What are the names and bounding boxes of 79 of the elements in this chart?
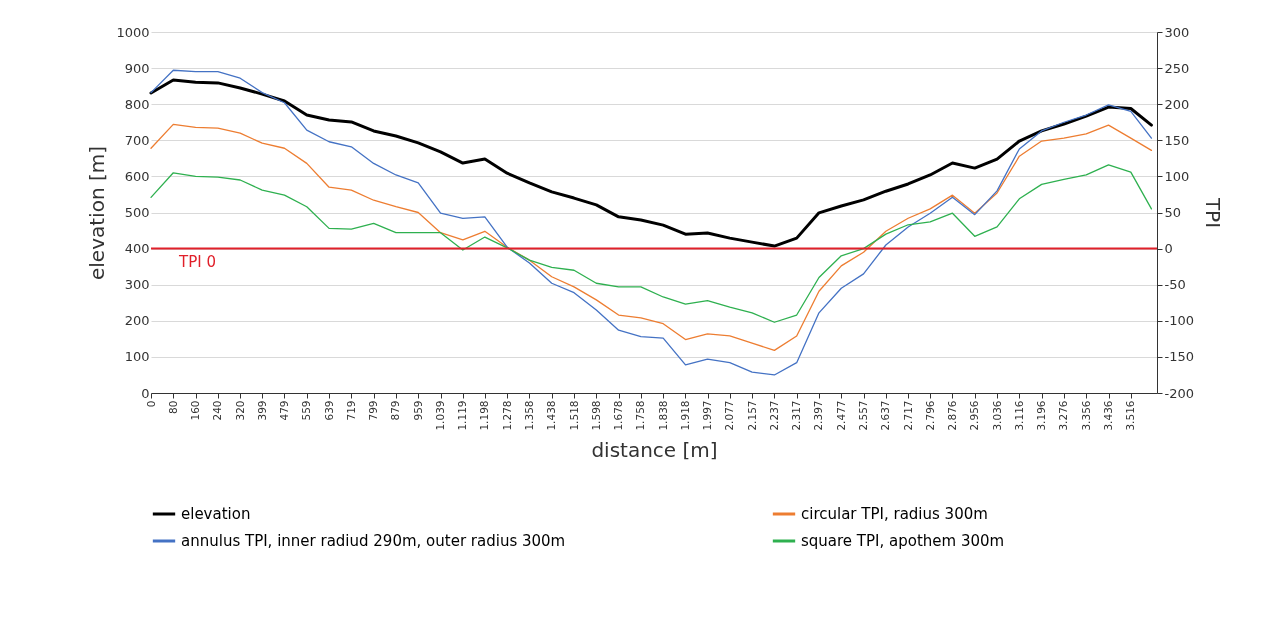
y-tick-label: 100 [124, 349, 150, 365]
x-tick-label: 879 [389, 400, 402, 421]
y2-tick-label: 0 [1164, 241, 1173, 257]
x-tick-label: 2.157 [745, 400, 758, 431]
x-tick-label: 3.436 [1102, 400, 1115, 431]
x-tick-label: 3.196 [1035, 400, 1048, 431]
y-tick-label: 200 [124, 313, 150, 329]
x-tick-label: 2.557 [857, 400, 870, 431]
x-tick-label: 2.717 [901, 400, 914, 431]
y-tick-label: 500 [124, 205, 150, 220]
x-tick-label: 1.518 [567, 400, 580, 431]
x-tick-label: 2.397 [812, 400, 825, 431]
x-tick-label: 799 [367, 400, 380, 421]
x-tick-label: 1.278 [500, 400, 513, 431]
x-tick-label: 80 [166, 400, 179, 414]
x-tick-label: 2.317 [790, 400, 803, 431]
y2-tick-label: 50 [1164, 205, 1182, 220]
x-tick-label: 3.036 [990, 400, 1003, 431]
x-tick-label: 559 [300, 400, 313, 421]
x-tick-label: 240 [211, 400, 224, 421]
y2-tick-label: -150 [1164, 349, 1195, 365]
y-tick-label: 900 [124, 60, 150, 76]
legend-label: circular TPI, radius 300m [801, 505, 988, 523]
y2-axis-title: TPI [1201, 196, 1225, 229]
y2-tick-label: -100 [1164, 313, 1195, 329]
x-tick-label: 2.956 [968, 400, 981, 431]
x-tick-label: 320 [233, 400, 246, 421]
x-tick-label: 3.516 [1124, 400, 1137, 431]
x-tick-label: 2.876 [945, 400, 958, 431]
x-tick-label: 1.997 [701, 400, 713, 431]
x-tick-label: 719 [344, 400, 357, 421]
x-tick-label: 1.119 [456, 400, 469, 431]
y2-tick-label: 150 [1164, 132, 1190, 148]
y2-tick-label: -50 [1164, 277, 1186, 293]
y-tick-label: 600 [124, 168, 150, 184]
x-tick-label: 1.758 [634, 400, 647, 431]
x-tick-label: 3.276 [1057, 400, 1070, 431]
y-tick-label: 0 [141, 385, 150, 401]
x-tick-label: 1.438 [545, 400, 558, 431]
x-tick-label: 2.796 [923, 400, 936, 431]
y-tick-label: 700 [124, 132, 150, 148]
line-series [149, 78, 1153, 248]
x-tick-label: 2.477 [834, 400, 847, 431]
x-tick-label: 1.918 [678, 400, 691, 431]
y-tick-label: 1000 [116, 24, 150, 40]
x-tick-label: 1.838 [656, 400, 669, 431]
y-axis-title: elevation [m] [85, 145, 110, 281]
ref-line-label: TPI 0 [178, 252, 216, 271]
line-series [150, 123, 1153, 352]
y2-tick-label: -200 [1164, 385, 1195, 401]
x-tick-label: 639 [322, 400, 335, 421]
x-tick-label: 1.358 [522, 400, 535, 431]
x-tick-label: 0 [144, 400, 157, 408]
x-tick-label: 2.237 [767, 400, 780, 431]
x-tick-label: 479 [277, 400, 290, 421]
y-tick-label: 400 [124, 241, 150, 257]
x-tick-label: 959 [411, 400, 424, 421]
x-tick-label: 1.198 [478, 400, 491, 431]
x-tick-label: 160 [189, 400, 202, 421]
legend-label: elevation [181, 505, 251, 523]
y-tick-label: 800 [124, 96, 150, 112]
y2-tick-label: 200 [1164, 96, 1190, 112]
x-tick-label: 1.598 [589, 400, 602, 431]
x-tick-label: 3.356 [1079, 400, 1092, 431]
legend-label: square TPI, apothem 300m [801, 532, 1005, 550]
x-tick-label: 3.116 [1012, 400, 1025, 431]
x-tick-label: 1.039 [434, 400, 447, 431]
y2-tick-label: 100 [1164, 168, 1190, 184]
y2-tick-label: 300 [1164, 24, 1190, 40]
y2-tick-label: 250 [1164, 60, 1190, 76]
x-tick-label: 1.678 [612, 400, 625, 431]
legend-label: annulus TPI, inner radiud 290m, outer radius 300m [181, 532, 566, 550]
x-axis-title: distance [m] [591, 437, 718, 462]
x-tick-label: 2.637 [879, 400, 892, 431]
y-tick-label: 300 [124, 277, 150, 293]
line-series [150, 69, 1153, 376]
x-tick-label: 2.077 [723, 400, 736, 431]
line-series [150, 164, 1153, 323]
x-tick-label: 399 [255, 400, 268, 421]
